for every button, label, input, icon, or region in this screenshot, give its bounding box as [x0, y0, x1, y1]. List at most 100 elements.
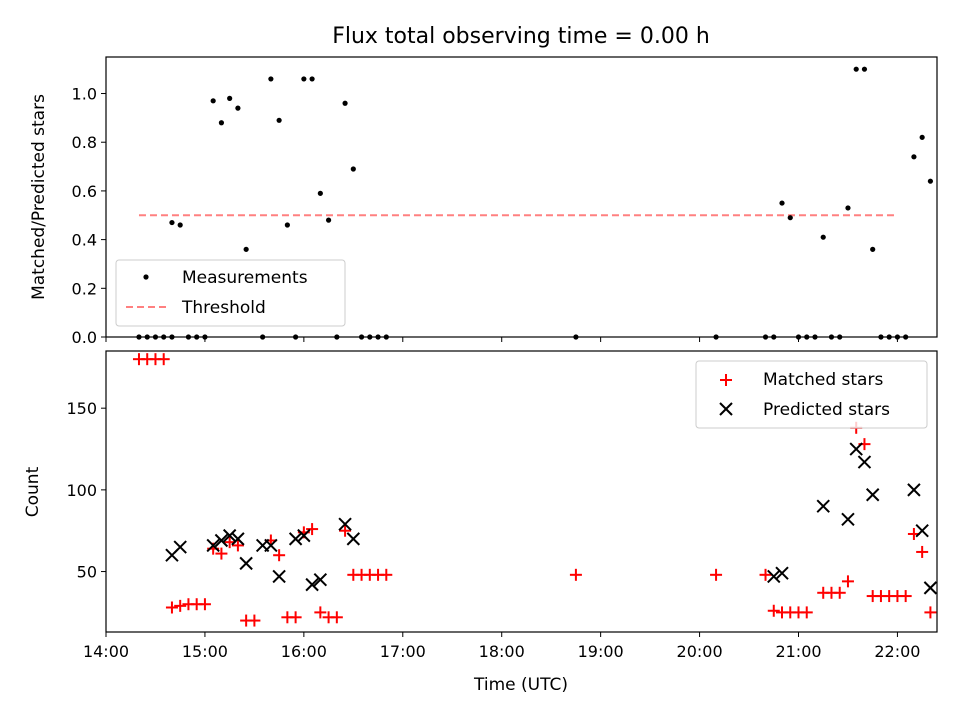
legend-matched-label: Matched stars	[763, 370, 883, 390]
predicted-star-point	[767, 569, 781, 584]
measurement-point	[350, 166, 356, 172]
top-axes-frame	[105, 56, 938, 338]
predicted-star-point	[206, 538, 220, 553]
predicted-star-point	[923, 581, 938, 595]
predicted-star-point	[915, 524, 929, 538]
legend-measurements-label: Measurements	[182, 268, 308, 288]
matched-star-point	[710, 568, 723, 581]
measurement-point	[342, 100, 348, 106]
matched-star-point	[157, 353, 170, 366]
legend-matched-marker	[720, 374, 732, 386]
predicted-star-point	[305, 577, 319, 592]
predicted-star-point	[313, 573, 328, 587]
measurement-point	[210, 98, 216, 104]
top-y-tick-label: 1.0	[72, 85, 97, 104]
predicted-star-point	[338, 517, 352, 531]
matched-star-point	[569, 568, 582, 581]
top-y-tick-label: 0.6	[72, 182, 97, 201]
measurement-point	[853, 66, 859, 72]
x-tick-label: 21:00	[775, 642, 821, 661]
predicted-star-point	[239, 556, 253, 571]
measurement-point	[276, 117, 282, 123]
top-y-tick-label: 0.0	[72, 328, 97, 347]
predicted-star-point	[214, 533, 229, 548]
measurement-point	[870, 246, 876, 252]
predicted-star-point	[841, 512, 855, 526]
predicted-star-point	[849, 442, 863, 456]
predicted-star-point	[231, 532, 245, 546]
bottom-y-tick-label: 100	[66, 481, 97, 500]
measurement-point	[243, 246, 249, 252]
matched-star-point	[215, 547, 228, 560]
predicted-star-point	[264, 538, 278, 553]
legend-threshold-label: Threshold	[181, 298, 266, 318]
bottom-y-axis-label: Count	[23, 466, 43, 517]
matched-star-point	[248, 614, 261, 627]
matched-star-point	[314, 606, 327, 619]
top-y-tick-label: 0.4	[72, 231, 97, 250]
bottom-y-tick-label: 50	[77, 563, 97, 582]
measurement-point	[861, 66, 868, 72]
measurement-point	[284, 222, 290, 228]
measurement-point	[820, 234, 826, 240]
x-tick-label: 20:00	[677, 642, 723, 661]
measurement-point	[218, 120, 225, 126]
matched-star-point	[916, 545, 929, 558]
measurement-point	[268, 76, 274, 82]
matched-star-point	[924, 606, 937, 619]
matched-star-point	[841, 575, 854, 588]
predicted-star-point	[288, 532, 303, 546]
top-y-tick-label: 0.2	[72, 279, 97, 298]
x-tick-label: 16:00	[281, 642, 327, 661]
x-tick-label: 17:00	[380, 642, 426, 661]
predicted-star-point	[346, 532, 361, 546]
predicted-star-point	[222, 528, 237, 543]
top-legend: Measurements Threshold	[115, 259, 346, 327]
matched-star-point	[759, 568, 772, 581]
matched-star-point	[289, 611, 302, 624]
bottom-plot-area: 50 100 150 14:00 15:00 16:00 17:00 18:00 19:00 20…	[66, 353, 938, 661]
measurement-point	[787, 215, 793, 221]
measurement-point	[919, 134, 925, 140]
measurement-point	[325, 217, 332, 223]
measurement-point	[177, 222, 183, 228]
measurement-point	[301, 76, 307, 82]
matched-star-point	[800, 606, 813, 619]
measurement-point	[779, 200, 785, 206]
matched-star-point	[174, 599, 187, 612]
x-axis-label: Time (UTC)	[473, 675, 568, 695]
chart-title: Flux total observing time = 0.00 h	[332, 24, 710, 49]
x-tick-label: 15:00	[182, 642, 228, 661]
x-tick-label: 22:00	[874, 642, 920, 661]
top-plot-area: 0.0 0.2 0.4 0.6 0.8 1.0	[72, 66, 934, 347]
matched-star-point	[833, 586, 846, 599]
measurement-point	[227, 95, 233, 101]
measurement-point	[235, 105, 241, 111]
predicted-star-point	[173, 540, 187, 554]
legend-measurements-marker	[143, 274, 149, 280]
matched-star-point	[767, 604, 780, 617]
bottom-y-tick-label: 150	[66, 399, 97, 418]
legend-predicted-label: Predicted stars	[763, 400, 890, 420]
measurement-point	[845, 205, 851, 211]
measurement-point	[317, 190, 323, 196]
predicted-star-point	[907, 483, 921, 497]
legend-predicted-marker	[719, 402, 733, 416]
bottom-axes-frame	[105, 350, 938, 633]
top-y-tick-label: 0.8	[72, 133, 97, 152]
x-tick-label: 14:00	[83, 642, 129, 661]
matched-star-point	[339, 524, 352, 537]
predicted-star-point	[297, 528, 311, 543]
x-tick-label: 18:00	[479, 642, 525, 661]
matched-star-point	[899, 590, 912, 603]
predicted-star-point	[816, 499, 830, 513]
matched-star-point	[330, 611, 343, 624]
x-tick-label: 19:00	[578, 642, 624, 661]
predicted-star-point	[865, 488, 880, 502]
matched-star-point	[165, 601, 178, 614]
predicted-star-point	[775, 566, 789, 580]
matched-star-point	[198, 598, 211, 611]
matched-star-point	[380, 568, 393, 581]
measurement-point	[169, 219, 175, 226]
